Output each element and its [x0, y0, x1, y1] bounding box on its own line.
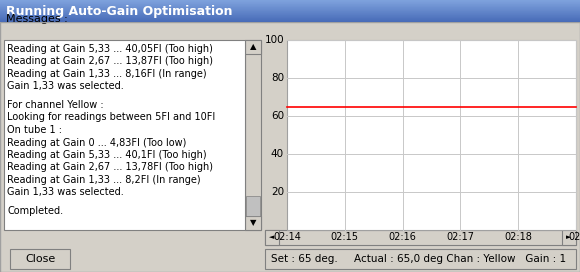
- Text: Gain 1,33 was selected.: Gain 1,33 was selected.: [7, 82, 124, 91]
- Bar: [245, 40, 261, 54]
- Bar: [245, 216, 261, 230]
- Bar: [0, 13, 580, 14]
- Text: ▼: ▼: [250, 218, 256, 227]
- Text: Reading at Gain 2,67 ... 13,78FI (Too high): Reading at Gain 2,67 ... 13,78FI (Too hi…: [7, 162, 213, 172]
- Bar: [0, 6, 580, 7]
- Text: Reading at Gain 1,33 ... 8,2FI (In range): Reading at Gain 1,33 ... 8,2FI (In range…: [7, 175, 201, 185]
- Bar: [0, 0, 580, 1]
- Bar: [0, 18, 580, 19]
- Bar: [0, 11, 580, 12]
- Bar: [10, 249, 70, 269]
- Text: 60: 60: [271, 111, 284, 121]
- Text: Completed.: Completed.: [7, 206, 63, 216]
- Text: Reading at Gain 0 ... 4,83FI (Too low): Reading at Gain 0 ... 4,83FI (Too low): [7, 138, 186, 147]
- Text: Looking for readings between 5FI and 10FI: Looking for readings between 5FI and 10F…: [7, 113, 215, 122]
- Bar: [287, 40, 576, 230]
- Text: Reading at Gain 5,33 ... 40,1FI (Too high): Reading at Gain 5,33 ... 40,1FI (Too hig…: [7, 150, 206, 160]
- Text: For channel Yellow :: For channel Yellow :: [7, 100, 104, 110]
- Text: Messages :: Messages :: [6, 14, 68, 24]
- Text: On tube 1 :: On tube 1 :: [7, 125, 62, 135]
- Bar: [246, 196, 260, 216]
- Text: 100: 100: [264, 35, 284, 45]
- Text: Gain 1,33 was selected.: Gain 1,33 was selected.: [7, 187, 124, 197]
- Bar: [265, 230, 279, 245]
- Text: 02:: 02:: [568, 232, 580, 242]
- Text: 02:15: 02:15: [331, 232, 359, 242]
- Text: Reading at Gain 2,67 ... 13,87FI (Too high): Reading at Gain 2,67 ... 13,87FI (Too hi…: [7, 57, 213, 66]
- Text: ◄: ◄: [269, 234, 275, 240]
- Text: ►: ►: [566, 234, 572, 240]
- Bar: [265, 230, 576, 245]
- Bar: [0, 2, 580, 3]
- Text: 02:17: 02:17: [447, 232, 474, 242]
- Text: 02:14: 02:14: [273, 232, 301, 242]
- Bar: [265, 249, 576, 269]
- Bar: [0, 19, 580, 20]
- Bar: [0, 7, 580, 8]
- Text: 02:18: 02:18: [504, 232, 532, 242]
- Bar: [245, 40, 261, 230]
- Bar: [0, 14, 580, 15]
- Text: Reading at Gain 5,33 ... 40,05FI (Too high): Reading at Gain 5,33 ... 40,05FI (Too hi…: [7, 44, 213, 54]
- Text: 80: 80: [271, 73, 284, 83]
- Text: Close: Close: [25, 254, 55, 264]
- Bar: [4, 40, 245, 230]
- Text: 02:16: 02:16: [389, 232, 416, 242]
- Text: 20: 20: [271, 187, 284, 197]
- Bar: [0, 20, 580, 21]
- Bar: [0, 3, 580, 4]
- Bar: [0, 4, 580, 5]
- Bar: [0, 5, 580, 6]
- Text: Reading at Gain 1,33 ... 8,16FI (In range): Reading at Gain 1,33 ... 8,16FI (In rang…: [7, 69, 206, 79]
- Bar: [0, 17, 580, 18]
- Bar: [0, 9, 580, 10]
- Bar: [0, 16, 580, 17]
- Bar: [562, 230, 576, 245]
- Text: Running Auto-Gain Optimisation: Running Auto-Gain Optimisation: [6, 5, 233, 17]
- Bar: [0, 10, 580, 11]
- Bar: [0, 8, 580, 9]
- Text: Set : 65 deg.     Actual : 65,0 deg Chan : Yellow   Gain : 1: Set : 65 deg. Actual : 65,0 deg Chan : Y…: [271, 254, 566, 264]
- Text: 40: 40: [271, 149, 284, 159]
- Bar: [0, 12, 580, 13]
- Bar: [0, 1, 580, 2]
- Text: ▲: ▲: [250, 42, 256, 51]
- Bar: [0, 21, 580, 22]
- Bar: [0, 15, 580, 16]
